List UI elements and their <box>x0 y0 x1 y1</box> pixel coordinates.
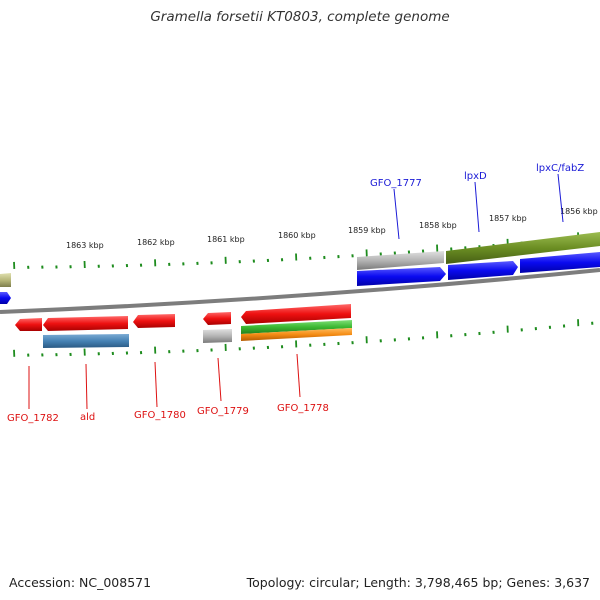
kbp-label: 1859 kbp <box>348 226 386 235</box>
gene-gray-gfo-1777[interactable] <box>357 251 444 270</box>
kbp-label: 1860 kbp <box>278 231 316 240</box>
kbp-label: 1862 kbp <box>137 238 175 247</box>
cds-forward-gfo-1777[interactable] <box>357 267 446 286</box>
cds-reverse-gfo-1782[interactable] <box>15 318 42 331</box>
cds-forward-lpxc-fabz[interactable] <box>520 252 600 273</box>
gene-gray-gfo-1779[interactable] <box>203 329 232 343</box>
feature-olive-lpxd-lpxc[interactable] <box>446 232 600 264</box>
kbp-label: 1856 kbp <box>560 207 598 216</box>
gene-label-text: ald <box>80 412 95 423</box>
tick-row-lower <box>13 319 594 357</box>
kbp-label: 1858 kbp <box>419 221 457 230</box>
feature-orange-gfo-1778[interactable] <box>241 328 352 341</box>
cds-reverse-ald[interactable] <box>43 316 128 331</box>
cds-reverse-gfo-1779[interactable] <box>203 312 231 325</box>
map-title: Gramella forsetii KT0803, complete genom… <box>150 9 450 25</box>
gene-label-bottom[interactable]: ald <box>80 363 95 423</box>
cds-reverse-gfo-1780[interactable] <box>133 314 175 328</box>
feature-tan-edge[interactable] <box>0 273 11 287</box>
feature-green-gfo-1778[interactable] <box>241 320 352 334</box>
gene-label-text: GFO_1782 <box>7 413 59 424</box>
genome-stats-label: Topology: circular; Length: 3,798,465 bp… <box>246 575 590 590</box>
gene-label-text: GFO_1779 <box>197 406 249 417</box>
genome-backbone <box>0 268 600 314</box>
gene-label-top[interactable]: GFO_1777 <box>370 178 422 240</box>
kbp-label: 1863 kbp <box>66 241 104 250</box>
gene-label-bottom[interactable]: GFO_1780 <box>134 361 186 421</box>
gene-label-text: GFO_1778 <box>277 403 329 414</box>
gene-label-bottom[interactable]: GFO_1779 <box>197 357 249 417</box>
gene-label-text: GFO_1780 <box>134 410 186 421</box>
kbp-label-row: 1863 kbp 1862 kbp 1861 kbp 1860 kbp 1859… <box>66 207 598 250</box>
gene-label-text: GFO_1777 <box>370 178 422 189</box>
cds-forward-lpxd[interactable] <box>448 261 518 280</box>
accession-label: Accession: NC_008571 <box>9 575 152 590</box>
gene-label-bottom[interactable]: GFO_1782 <box>7 366 59 424</box>
kbp-label: 1861 kbp <box>207 235 245 244</box>
cds-forward-edge[interactable] <box>0 292 11 304</box>
gene-label-bottom[interactable]: GFO_1778 <box>277 353 329 414</box>
gene-label-text: lpxC/fabZ <box>536 163 584 174</box>
gene-label-top[interactable]: lpxD <box>464 171 487 233</box>
cds-reverse-gfo-1778[interactable] <box>241 304 351 324</box>
feature-steel-ald[interactable] <box>43 334 129 348</box>
kbp-label: 1857 kbp <box>489 214 527 223</box>
gene-label-top[interactable]: lpxC/fabZ <box>536 163 584 223</box>
gene-label-text: lpxD <box>464 171 487 182</box>
